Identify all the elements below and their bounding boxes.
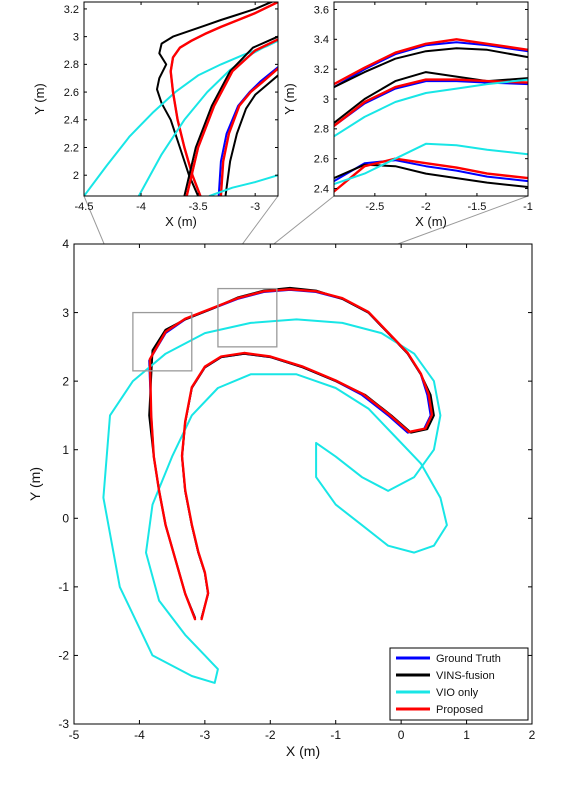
y-tick-label: 0	[62, 511, 69, 525]
series-line-vio-only	[208, 174, 278, 196]
y-tick-label: 3.2	[314, 64, 329, 76]
x-tick-label: 2	[529, 728, 536, 742]
y-tick-label: 2	[73, 170, 79, 182]
x-tick-label: -4	[136, 201, 146, 213]
y-tick-label: 2.6	[64, 87, 79, 99]
y-axis-label: Y (m)	[27, 467, 43, 501]
y-tick-label: 3.4	[314, 34, 329, 46]
main-plot: -5 -4 -3 -2 -1 0 1 2 -3 -2 -1 0 1 2 3 4 X (m) Y (m)	[27, 237, 536, 759]
axes-frame	[73, 243, 533, 725]
series-group	[84, 2, 278, 196]
x-tick-label: 0	[398, 728, 405, 742]
x-tick-label: -3	[250, 201, 260, 213]
series-line-ground-truth	[334, 159, 528, 183]
series-line-ground-truth	[334, 41, 528, 89]
series-line-proposed	[169, 2, 278, 196]
y-axis-label: Y (m)	[282, 83, 297, 115]
series-line-vio-only	[334, 78, 528, 138]
x-tick-label: -3	[200, 728, 211, 742]
zoom-box	[132, 311, 193, 372]
x-tick-label: -1	[330, 728, 341, 742]
y-tick-label: -1	[58, 580, 69, 594]
x-tick-label: -2	[421, 201, 431, 213]
series-line-proposed	[185, 38, 278, 196]
series-line-vins-fusion	[156, 2, 274, 196]
series-line-proposed	[334, 78, 528, 128]
y-tick-label: 2.6	[314, 154, 329, 166]
axes-frame	[83, 1, 279, 197]
y-tick-label: -3	[58, 717, 69, 731]
x-tick-label: -2.5	[365, 201, 384, 213]
series-line-vins-fusion	[334, 47, 528, 89]
series-line-proposed	[334, 38, 528, 86]
series-line-proposed	[148, 288, 434, 621]
x-tick-label: -5	[69, 728, 80, 742]
x-tick-label: -4	[134, 728, 145, 742]
y-tick-label: 2.4	[64, 115, 79, 127]
y-axis-label: Y (m)	[32, 83, 47, 115]
y-tick-label: 2.8	[64, 59, 79, 71]
legend-entry-label: VIO only	[436, 687, 479, 699]
x-tick-label: 1	[463, 728, 470, 742]
series-line-vins-fusion	[224, 74, 278, 196]
plot-area	[84, 2, 278, 196]
x-axis-label: X (m)	[165, 214, 197, 229]
x-tick-label: -1.5	[467, 201, 486, 213]
y-tick-label: -2	[58, 649, 69, 663]
zoom-box	[217, 287, 278, 348]
x-tick-label: -4.5	[75, 201, 94, 213]
legend-entry-label: Ground Truth	[436, 653, 501, 665]
legend-entry-label: Proposed	[436, 704, 483, 716]
series-line-proposed	[219, 67, 278, 196]
y-tick-label: 3	[62, 306, 69, 320]
y-tick-label: 2.4	[314, 183, 329, 195]
x-axis-label: X (m)	[415, 214, 447, 229]
series-line-vins-fusion	[334, 163, 528, 188]
legend: Ground Truth VINS-fusion VIO only Proposed	[389, 647, 529, 721]
y-tick-label: 3.2	[64, 4, 79, 16]
inset-left-plot: -4.5 -4 -3.5 -3 2 2.2 2.4 2.6 2.8 3 3.2 X (m) Y (m)	[32, 1, 279, 229]
x-tick-label: -1	[523, 201, 533, 213]
y-tick-label: 3.6	[314, 4, 329, 16]
y-tick-label: 2.8	[314, 124, 329, 136]
y-tick-label: 4	[62, 237, 69, 251]
legend-entry-label: VINS-fusion	[436, 670, 495, 682]
x-tick-label: -2	[265, 728, 276, 742]
y-tick-label: 1	[62, 443, 69, 457]
plot-area	[74, 244, 532, 724]
series-line-vio-only	[334, 142, 528, 186]
inset-right-plot: -2.5 -2 -1.5 -1 2.4 2.6 2.8 3 3.2 3.4 3.6 X (m) Y (m…	[282, 1, 533, 229]
y-tick-label: 2	[62, 374, 69, 388]
x-axis-label: X (m)	[286, 743, 320, 759]
series-line-proposed	[334, 157, 528, 193]
y-tick-label: 2.2	[64, 142, 79, 154]
y-tick-label: 3	[323, 94, 329, 106]
series-line-vins-fusion	[183, 35, 278, 196]
x-tick-label: -3.5	[189, 201, 208, 213]
y-tick-label: 3	[73, 31, 79, 43]
series-group	[334, 38, 528, 193]
